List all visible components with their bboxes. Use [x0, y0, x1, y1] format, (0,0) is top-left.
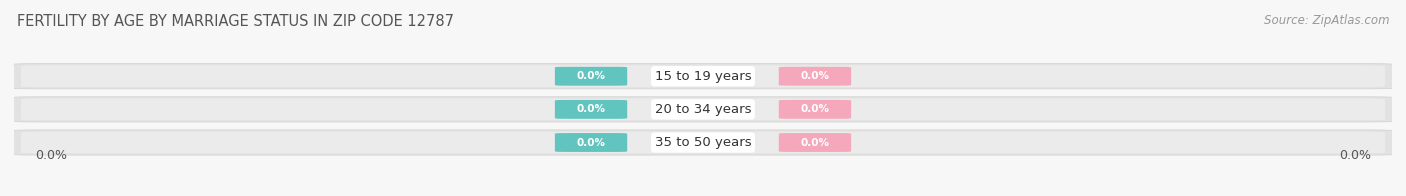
- Text: 0.0%: 0.0%: [800, 138, 830, 148]
- FancyBboxPatch shape: [779, 100, 851, 119]
- Text: 0.0%: 0.0%: [576, 104, 606, 114]
- FancyBboxPatch shape: [779, 133, 851, 152]
- FancyBboxPatch shape: [7, 130, 1399, 155]
- Text: 0.0%: 0.0%: [576, 138, 606, 148]
- FancyBboxPatch shape: [555, 67, 627, 86]
- FancyBboxPatch shape: [7, 97, 1399, 122]
- FancyBboxPatch shape: [21, 132, 1385, 153]
- Text: 35 to 50 years: 35 to 50 years: [655, 136, 751, 149]
- Text: 0.0%: 0.0%: [800, 71, 830, 81]
- Text: FERTILITY BY AGE BY MARRIAGE STATUS IN ZIP CODE 12787: FERTILITY BY AGE BY MARRIAGE STATUS IN Z…: [17, 14, 454, 29]
- FancyBboxPatch shape: [555, 133, 627, 152]
- Text: 15 to 19 years: 15 to 19 years: [655, 70, 751, 83]
- FancyBboxPatch shape: [21, 65, 1385, 87]
- Text: 0.0%: 0.0%: [35, 149, 66, 162]
- Text: Source: ZipAtlas.com: Source: ZipAtlas.com: [1264, 14, 1389, 27]
- FancyBboxPatch shape: [7, 64, 1399, 89]
- Text: 0.0%: 0.0%: [800, 104, 830, 114]
- Text: 0.0%: 0.0%: [1340, 149, 1371, 162]
- FancyBboxPatch shape: [779, 67, 851, 86]
- FancyBboxPatch shape: [21, 98, 1385, 120]
- Text: 20 to 34 years: 20 to 34 years: [655, 103, 751, 116]
- FancyBboxPatch shape: [555, 100, 627, 119]
- Text: 0.0%: 0.0%: [576, 71, 606, 81]
